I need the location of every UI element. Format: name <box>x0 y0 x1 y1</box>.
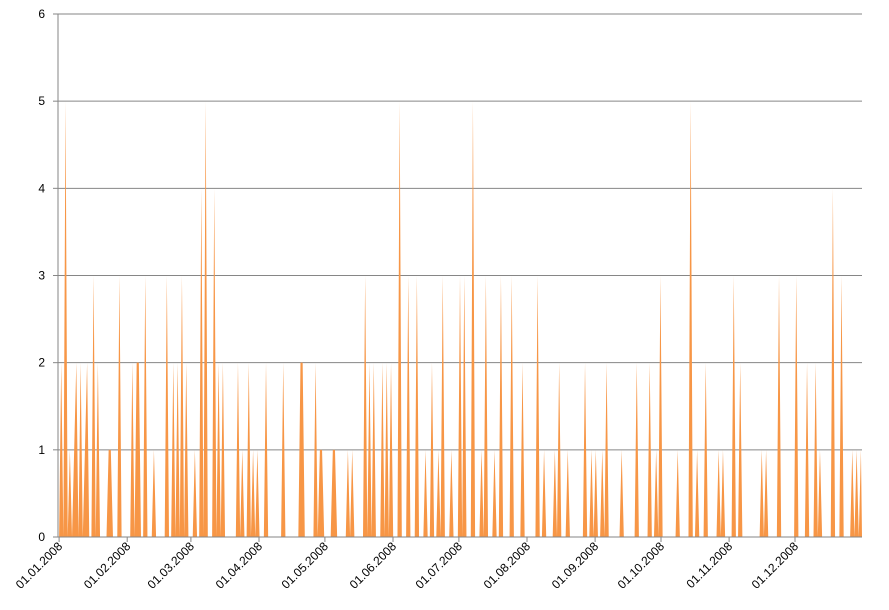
x-tick-label: 01.10.2008 <box>615 539 668 592</box>
y-axis-tick-labels: 0 1 2 3 4 5 6 <box>38 7 45 544</box>
x-tick-label: 01.03.2008 <box>145 539 198 592</box>
area-series-0 <box>58 101 862 538</box>
x-tick-label: 01.04.2008 <box>213 539 266 592</box>
x-tick-label: 01.01.2008 <box>13 539 66 592</box>
y-tick-label: 5 <box>38 94 45 108</box>
x-tick-label: 01.02.2008 <box>81 539 134 592</box>
y-tick-label: 3 <box>38 269 45 283</box>
x-tick-label: 01.11.2008 <box>683 539 735 591</box>
y-tick-label: 4 <box>38 181 45 195</box>
x-tick-label: 01.07.2008 <box>413 539 466 592</box>
x-tick-label: 01.12.2008 <box>749 539 802 592</box>
axes <box>53 13 862 542</box>
y-tick-label: 6 <box>38 7 45 21</box>
y-tick-label: 2 <box>38 356 45 370</box>
x-tick-label: 01.05.2008 <box>279 539 332 592</box>
y-tick-label: 1 <box>38 443 45 457</box>
y-tick-label: 0 <box>38 530 45 544</box>
x-tick-label: 01.06.2008 <box>347 539 400 592</box>
x-axis-tick-labels: 01.01.2008 01.02.2008 01.03.2008 01.04.2008… <box>13 539 801 592</box>
series-layer <box>58 101 862 538</box>
x-tick-label: 01.09.2008 <box>549 539 602 592</box>
x-tick-label: 01.08.2008 <box>481 539 534 592</box>
